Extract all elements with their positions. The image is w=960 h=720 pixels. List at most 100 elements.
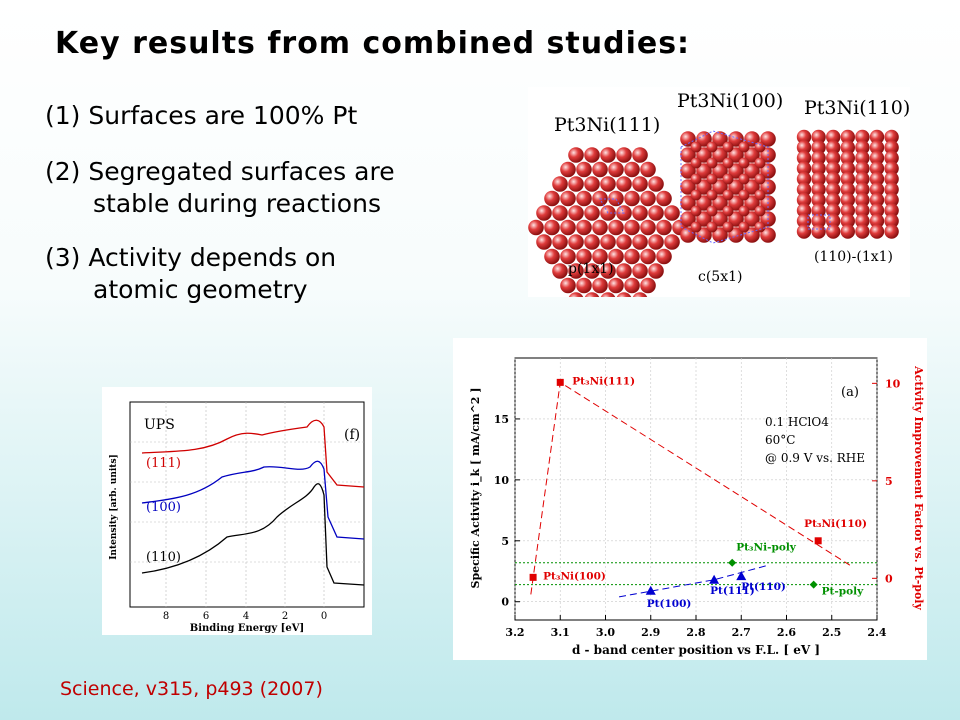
atom-100	[680, 147, 696, 163]
atom-111	[624, 219, 640, 236]
point-2-number: (2)	[45, 157, 81, 186]
surface-111-lattice	[528, 147, 688, 308]
atom-100	[696, 195, 712, 211]
atom-100	[712, 227, 728, 243]
atom-111	[616, 263, 632, 279]
atom-110	[869, 129, 885, 145]
activity-ylabel-right: Activity Improvement Factor vs. Pt-poly	[912, 365, 925, 610]
atom-111	[608, 161, 624, 178]
atom-111	[592, 277, 608, 294]
surface-110-lattice	[796, 129, 899, 239]
atom-110	[869, 182, 885, 197]
atom-110	[811, 213, 826, 229]
atom-100	[744, 195, 760, 211]
atom-110	[840, 224, 855, 239]
point-label-Pt3Ni(100): Pt₃Ni(100)	[543, 570, 606, 582]
atom-111	[600, 147, 616, 163]
atom-111	[648, 234, 664, 250]
activity-ytick-right: 5	[885, 475, 893, 488]
atom-100-sub	[690, 157, 702, 169]
atom-110	[884, 203, 899, 218]
atom-111	[640, 219, 656, 236]
atom-111	[544, 248, 560, 265]
marker-Pt3Ni-poly	[728, 558, 737, 567]
atom-111	[640, 190, 656, 207]
atom-100-sub	[722, 173, 734, 185]
atom-111	[576, 248, 592, 265]
atom-100-sub	[754, 157, 766, 169]
atom-100	[680, 163, 696, 179]
atom-100-sub	[738, 173, 750, 185]
atom-100	[696, 131, 712, 147]
atom-110	[796, 203, 812, 218]
atom-111	[528, 219, 544, 236]
atom-111	[656, 190, 672, 207]
atom-100	[696, 227, 712, 243]
atom-110	[855, 182, 870, 197]
atom-100	[728, 163, 744, 179]
atom-110	[811, 182, 826, 197]
activity-ytick: 10	[494, 474, 510, 487]
atom-111	[648, 176, 664, 192]
marker-Pt(100)	[645, 585, 656, 595]
atom-111	[560, 190, 576, 207]
atom-100	[712, 131, 728, 147]
atom-100-sub	[754, 173, 766, 185]
surface-structures-svg: Pt3Ni(111) Pt3Ni(100) Pt3Ni(110) p(1x1) …	[528, 90, 910, 308]
atom-111	[568, 263, 584, 279]
atom-111	[568, 292, 584, 308]
atom-110	[826, 192, 841, 208]
activity-xtick: 3.0	[596, 626, 615, 639]
atom-111	[656, 219, 672, 236]
condition-potential: @ 0.9 V vs. RHE	[765, 451, 865, 465]
citation: Science, v315, p493 (2007)	[60, 678, 323, 700]
atom-111	[632, 176, 648, 192]
atom-111	[600, 234, 616, 250]
ups-series-111-label: (111)	[146, 456, 181, 471]
atom-110	[884, 192, 899, 208]
atom-111	[584, 205, 600, 221]
atom-111	[664, 205, 680, 221]
atom-110	[884, 171, 899, 187]
atom-100	[696, 211, 712, 227]
atom-100	[728, 179, 744, 195]
atom-100-sub	[722, 189, 734, 201]
atom-110	[884, 140, 899, 155]
atom-100-sub	[738, 221, 750, 233]
atom-111	[568, 234, 584, 250]
atom-100	[696, 179, 712, 195]
atom-110	[884, 213, 899, 229]
atom-100-sub	[690, 173, 702, 185]
activity-xtick: 3.2	[505, 626, 524, 639]
atom-110	[840, 213, 855, 229]
atom-100-sub	[738, 157, 750, 169]
atom-100	[680, 179, 696, 195]
atom-110	[811, 203, 826, 218]
atom-100	[712, 211, 728, 227]
atom-111	[640, 161, 656, 178]
point-label-Pt-poly: Pt-poly	[822, 586, 864, 598]
atom-111	[584, 292, 600, 308]
atom-110	[869, 171, 885, 187]
atom-110	[796, 224, 812, 239]
atom-100-sub	[706, 157, 718, 169]
atom-110	[869, 203, 885, 218]
activity-xlabel: d - band center position vs F.L. [ eV ]	[572, 643, 820, 657]
point-3-number: (3)	[45, 243, 81, 272]
atom-110	[884, 161, 899, 176]
atom-111	[552, 263, 568, 279]
atom-111	[648, 263, 664, 279]
atom-100-sub	[706, 173, 718, 185]
atom-110	[826, 171, 841, 187]
activity-ytick-right: 0	[885, 572, 893, 585]
point-label-Pt(100): Pt(100)	[647, 598, 692, 610]
activity-ytick: 15	[494, 413, 509, 426]
atom-100	[744, 163, 760, 179]
atom-100-sub	[722, 221, 734, 233]
slide-title: Key results from combined studies:	[55, 26, 691, 61]
atom-100	[728, 211, 744, 227]
atom-111	[560, 161, 576, 178]
atom-111	[568, 176, 584, 192]
atom-111	[552, 205, 568, 221]
atom-111	[616, 292, 632, 308]
